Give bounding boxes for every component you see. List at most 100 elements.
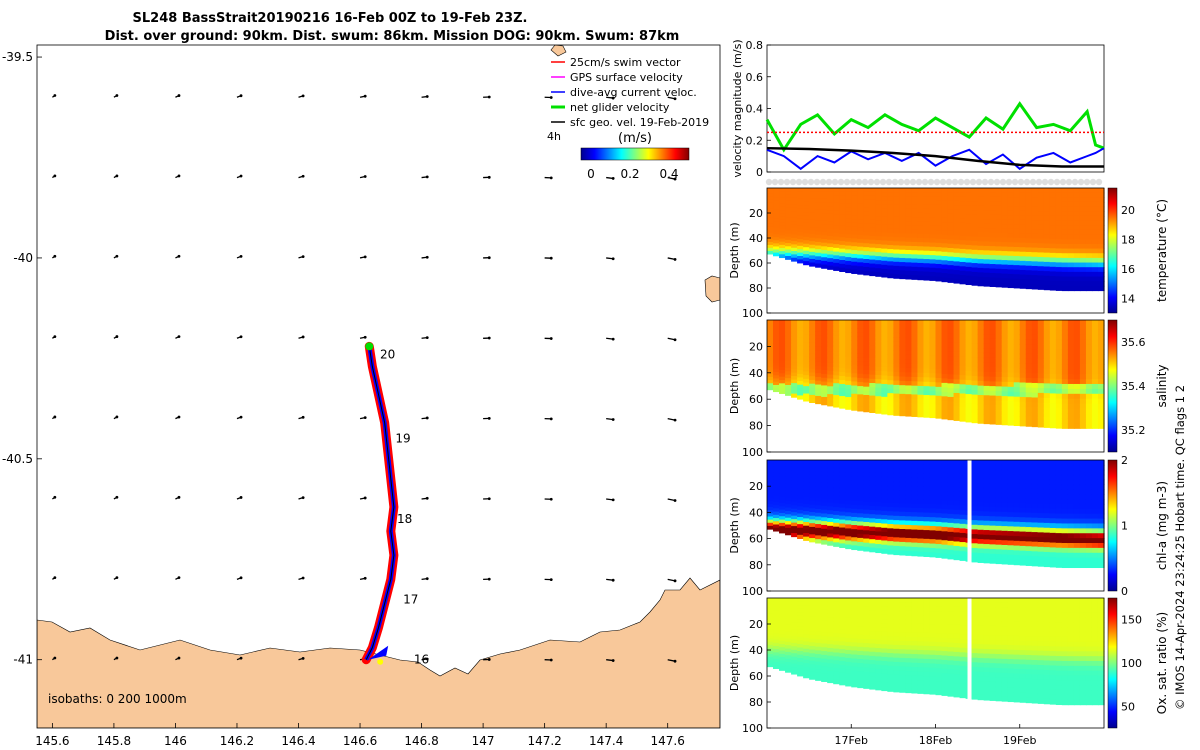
chl-a-cell — [851, 468, 858, 473]
legend-scale-label: 4h — [547, 130, 561, 143]
oxygen-cell — [971, 685, 979, 691]
chl-a-cell — [1037, 522, 1045, 529]
surface-vector-head — [425, 577, 429, 581]
salinity-cell — [935, 413, 943, 419]
chl-a-cell — [935, 526, 943, 532]
temperature-cell — [1013, 215, 1021, 221]
salinity-cell — [797, 337, 804, 343]
salinity-cell — [1091, 354, 1099, 360]
salinity-cell — [833, 323, 840, 329]
temperature-cell — [959, 266, 967, 272]
chl-a-cell — [941, 486, 949, 492]
salinity-cell — [821, 381, 828, 387]
temperature-cell — [833, 191, 840, 197]
oxygen-cell — [779, 660, 786, 665]
oxygen-cell — [917, 628, 925, 634]
chl-a-cell — [899, 516, 907, 521]
chl-a-cell — [833, 507, 840, 512]
temperature-cell — [1091, 262, 1099, 268]
chl-a-cell — [815, 512, 822, 518]
salinity-cell — [791, 390, 798, 395]
chl-a-cell — [947, 509, 955, 515]
chl-a-cell — [791, 473, 798, 478]
chl-a-cell — [815, 467, 822, 472]
temperature-cell — [881, 232, 888, 238]
salinity-cell — [899, 398, 907, 404]
salinity-cell — [1037, 412, 1045, 418]
temperature-cell — [1085, 206, 1093, 212]
salinity-cell — [911, 341, 919, 347]
oxygen-cell — [953, 651, 961, 657]
salinity-cell — [821, 393, 828, 398]
chl-a-cell — [791, 463, 798, 468]
oxygen-cell — [803, 619, 810, 624]
salinity-cell — [1049, 349, 1057, 355]
salinity-cell — [995, 372, 1003, 378]
chl-a-cell — [1061, 523, 1069, 529]
chl-a-cell — [983, 464, 991, 470]
salinity-cell — [887, 358, 894, 364]
chl-a-cell — [839, 475, 846, 481]
temperature-cell — [785, 188, 792, 192]
oxygen-cell — [821, 598, 828, 603]
oxygen-cell — [857, 618, 864, 624]
temperature-cell — [833, 251, 840, 256]
salinity-cell — [935, 391, 943, 397]
oxygen-cell — [785, 604, 792, 609]
oxygen-cell — [869, 647, 876, 653]
chl-a-cell — [947, 482, 955, 488]
chl-a-cell — [839, 543, 846, 548]
oxygen-cell — [887, 648, 894, 654]
salinity-cell — [767, 338, 774, 343]
oxygen-cell — [851, 618, 858, 623]
chl-a-cell — [947, 554, 955, 560]
chl-a-cell — [827, 502, 834, 508]
chl-a-cell — [803, 478, 810, 483]
chl-a-cell — [995, 483, 1003, 489]
oxygen-cell — [935, 606, 943, 612]
temperature-cell — [851, 265, 858, 271]
chl-a-cell — [821, 509, 828, 515]
oxygen-cell — [899, 627, 907, 633]
salinity-cell — [893, 358, 900, 364]
surface-vector-head — [611, 498, 615, 502]
salinity-cell — [845, 348, 852, 354]
temperature-cell — [887, 220, 894, 226]
chl-a-cell — [911, 520, 919, 526]
salinity-cell — [803, 364, 810, 369]
oxygen-cell — [887, 670, 894, 675]
temperature-cell — [1097, 206, 1105, 212]
oxygen-cell — [821, 635, 828, 641]
temperature-cell — [983, 277, 991, 283]
temperature-cell — [791, 211, 798, 216]
chl-a-cell — [1001, 507, 1009, 513]
chl-a-cell — [1025, 522, 1033, 528]
oxygen-cell — [797, 605, 804, 610]
oxygen-cell — [791, 670, 798, 675]
temperature-cell — [803, 243, 810, 248]
temperature-cell — [989, 188, 997, 194]
salinity-cell — [839, 328, 846, 333]
surface-vector-head — [239, 576, 243, 580]
chl-a-cell — [1007, 478, 1015, 485]
salinity-cell — [803, 397, 810, 402]
chl-a-cell — [803, 522, 810, 527]
temperature-cell — [773, 200, 780, 204]
chl-a-cell — [1091, 464, 1099, 471]
temperature-cell — [1013, 228, 1021, 234]
salinity-cell — [881, 371, 888, 377]
temperature-cell — [995, 277, 1003, 283]
temperature-cell — [851, 195, 858, 201]
temperature-cell — [965, 275, 973, 281]
salinity-cell — [965, 320, 973, 326]
salinity-cell — [779, 333, 786, 338]
temperature-cell — [941, 217, 949, 223]
chl-a-cell — [941, 540, 949, 546]
temperature-cell — [779, 219, 786, 224]
salinity-cell — [809, 349, 816, 355]
temperature-cell — [797, 188, 804, 193]
chl-a-cell — [851, 496, 858, 502]
surface-vector-head — [549, 417, 553, 421]
salinity-cell — [1097, 423, 1105, 429]
salinity-cell — [887, 388, 894, 394]
